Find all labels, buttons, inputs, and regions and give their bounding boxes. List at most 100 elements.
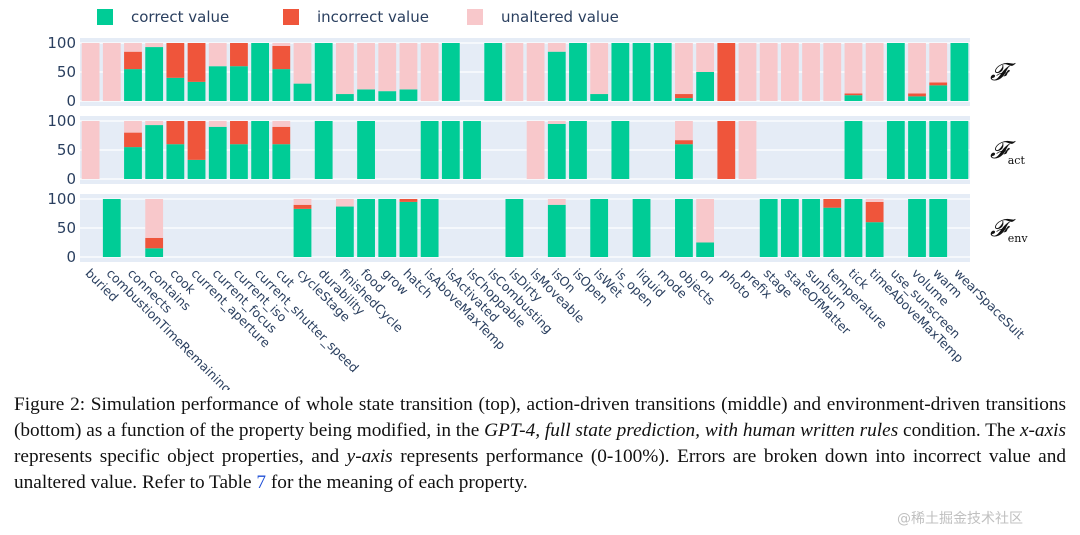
bar-incorrect <box>187 121 206 160</box>
bar-correct <box>463 121 481 179</box>
bar-unaltered <box>547 199 566 205</box>
bar-correct <box>950 43 969 101</box>
bar-correct <box>547 204 566 257</box>
bar-correct <box>145 248 164 257</box>
bar-unaltered <box>124 121 142 133</box>
panel-label: 𝓕act <box>990 136 1025 167</box>
legend-label-incorrect: incorrect value <box>317 8 429 26</box>
bar-correct <box>823 207 842 257</box>
bar-correct <box>844 121 863 179</box>
bar-correct <box>145 47 164 101</box>
bar-correct <box>251 121 270 179</box>
bar-incorrect <box>929 82 948 86</box>
bar-unaltered <box>293 43 312 84</box>
bar-correct <box>230 66 248 101</box>
bar-incorrect <box>675 140 693 145</box>
bar-incorrect <box>166 43 185 78</box>
legend: correct value incorrect value unaltered va… <box>97 8 619 26</box>
bar-correct <box>357 121 375 179</box>
bar-correct <box>441 121 460 179</box>
bar-correct <box>357 89 375 101</box>
y-tick-label: 50 <box>57 63 76 81</box>
bar-unaltered <box>526 121 545 179</box>
bar-correct <box>696 242 715 257</box>
watermark: @稀土掘金技术社区 <box>897 511 1023 527</box>
bar-correct <box>208 126 227 179</box>
bar-unaltered <box>335 43 354 95</box>
bar-correct <box>675 199 693 257</box>
bar-unaltered <box>738 121 757 179</box>
panel-3: 0 50 100 𝓕env <box>47 190 1028 266</box>
bar-unaltered <box>335 199 354 207</box>
bar-correct <box>908 121 926 179</box>
bar-correct <box>335 206 354 257</box>
bar-correct <box>780 199 799 257</box>
bar-correct <box>505 199 524 257</box>
bar-correct <box>145 125 164 179</box>
bar-correct <box>187 81 206 101</box>
bar-unaltered <box>802 43 820 101</box>
bar-correct <box>166 144 185 179</box>
legend-swatch-correct <box>97 9 113 25</box>
bar-correct <box>420 199 439 257</box>
bar-unaltered <box>929 43 948 83</box>
bar-unaltered <box>81 121 100 179</box>
bar-unaltered <box>823 43 842 101</box>
y-tick-label: 100 <box>47 190 76 208</box>
bar-incorrect <box>124 51 142 70</box>
bar-correct <box>908 199 926 257</box>
y-tick-label: 0 <box>66 170 76 188</box>
bar-incorrect <box>166 121 185 145</box>
bar-unaltered <box>124 43 142 52</box>
y-tick-label: 100 <box>47 34 76 52</box>
bar-incorrect <box>844 93 863 96</box>
bar-correct <box>484 43 503 101</box>
bar-correct <box>399 89 418 101</box>
bar-correct <box>844 95 863 101</box>
bar-correct <box>399 201 418 257</box>
bar-correct <box>441 43 460 101</box>
bar-unaltered <box>759 43 778 101</box>
panel-2: 0 50 100 𝓕act <box>47 112 1025 188</box>
bar-correct <box>844 199 863 257</box>
bar-correct <box>335 94 354 101</box>
bar-unaltered <box>696 43 715 72</box>
bar-correct <box>632 199 651 257</box>
legend-label-correct: correct value <box>131 8 229 26</box>
bar-unaltered <box>675 43 693 95</box>
y-tick-label: 0 <box>66 248 76 266</box>
bar-unaltered <box>780 43 799 101</box>
bar-incorrect <box>272 126 291 145</box>
bar-unaltered <box>272 121 291 127</box>
bar-incorrect <box>124 132 142 148</box>
bar-correct <box>378 199 397 257</box>
bar-unaltered <box>145 199 164 238</box>
bar-unaltered <box>145 121 164 126</box>
bar-correct <box>420 121 439 179</box>
bar-incorrect <box>293 204 312 209</box>
bar-correct <box>102 199 121 257</box>
bar-correct <box>251 43 270 101</box>
figure-caption: Figure 2: Simulation performance of whol… <box>14 394 1066 493</box>
panel-label: 𝓕env <box>990 214 1028 245</box>
bar-unaltered <box>378 43 397 92</box>
y-tick-label: 0 <box>66 92 76 110</box>
bar-incorrect <box>865 201 884 223</box>
table-reference-link[interactable]: 7 <box>256 472 267 493</box>
bar-correct <box>653 43 672 101</box>
bar-correct <box>675 144 693 179</box>
bar-incorrect <box>823 199 842 208</box>
bar-unaltered <box>865 199 884 202</box>
bar-correct <box>378 91 397 101</box>
bar-correct <box>929 85 948 101</box>
bar-unaltered <box>293 199 312 205</box>
bar-unaltered <box>675 121 693 141</box>
bar-correct <box>547 51 566 101</box>
bar-unaltered <box>399 43 418 90</box>
bar-correct <box>187 159 206 179</box>
bar-unaltered <box>357 43 375 90</box>
bar-correct <box>124 69 142 101</box>
bar-correct <box>865 222 884 257</box>
bar-unaltered <box>526 43 545 101</box>
bar-correct <box>611 43 630 101</box>
